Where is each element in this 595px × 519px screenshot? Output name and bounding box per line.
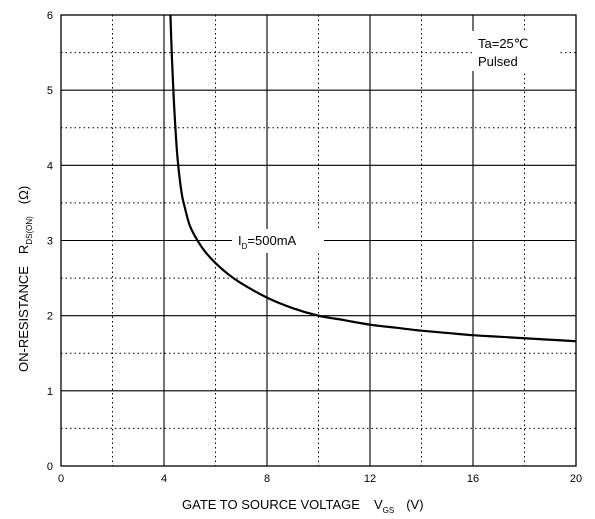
x-tick-label: 8 bbox=[264, 473, 270, 485]
series-line bbox=[169, 14, 577, 343]
series-label-background bbox=[232, 229, 324, 253]
y-axis-label: ON-RESISTANCERDS(ON)(Ω) bbox=[16, 186, 34, 372]
y-tick-label: 2 bbox=[47, 311, 53, 323]
condition-pulsed: Pulsed bbox=[478, 54, 518, 69]
y-tick-label: 1 bbox=[47, 386, 53, 398]
series-label: ID=500mA bbox=[238, 233, 297, 251]
x-tick-label: 12 bbox=[364, 473, 376, 485]
condition-temperature: Ta=25℃ bbox=[478, 36, 528, 51]
conditions-background bbox=[472, 31, 558, 71]
plot-area-frame bbox=[60, 14, 577, 467]
y-tick-label: 0 bbox=[47, 461, 53, 473]
x-tick-labels: 0 4 8 12 16 20 bbox=[58, 473, 582, 485]
y-tick-label: 6 bbox=[47, 10, 53, 22]
y-tick-label: 5 bbox=[47, 85, 53, 97]
x-tick-label: 20 bbox=[570, 473, 582, 485]
y-tick-label: 4 bbox=[47, 160, 53, 172]
y-tick-labels: 0 1 2 3 4 5 6 bbox=[47, 10, 53, 473]
x-tick-label: 0 bbox=[58, 473, 64, 485]
x-tick-label: 4 bbox=[161, 473, 167, 485]
x-tick-label: 16 bbox=[467, 473, 479, 485]
y-tick-label: 3 bbox=[47, 236, 53, 248]
x-axis-label: GATE TO SOURCE VOLTAGE VGS (V) bbox=[182, 497, 424, 515]
